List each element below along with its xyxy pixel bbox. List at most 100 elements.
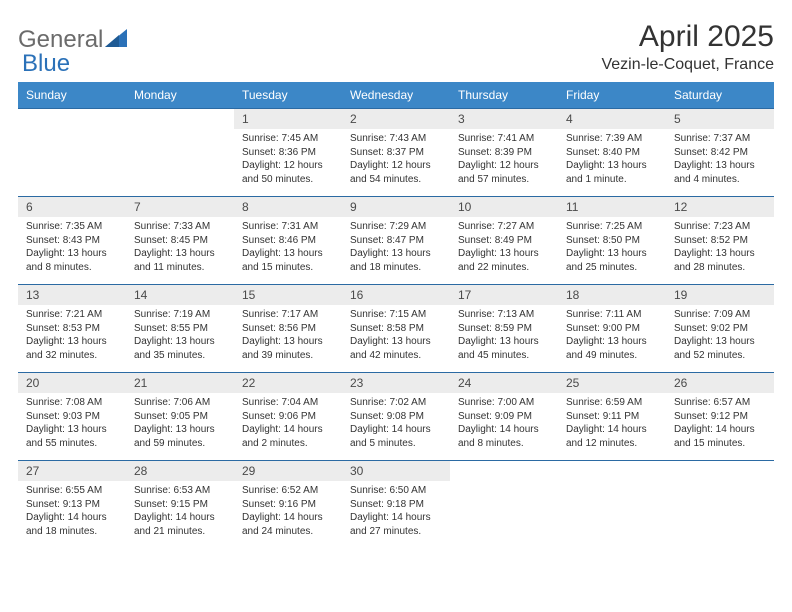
day-number-cell: 11 — [558, 197, 666, 218]
sunset-text: Sunset: 9:12 PM — [674, 410, 766, 424]
sunrise-text: Sunrise: 7:23 AM — [674, 220, 766, 234]
day-content-cell: Sunrise: 6:50 AMSunset: 9:18 PMDaylight:… — [342, 481, 450, 548]
sunset-text: Sunset: 8:55 PM — [134, 322, 226, 336]
day-number-cell: 20 — [18, 373, 126, 394]
day-content-cell: Sunrise: 7:19 AMSunset: 8:55 PMDaylight:… — [126, 305, 234, 373]
daylight-text: Daylight: 14 hours and 18 minutes. — [26, 511, 118, 538]
sunset-text: Sunset: 8:43 PM — [26, 234, 118, 248]
daylight-text: Daylight: 14 hours and 24 minutes. — [242, 511, 334, 538]
sunset-text: Sunset: 9:11 PM — [566, 410, 658, 424]
daylight-text: Daylight: 13 hours and 59 minutes. — [134, 423, 226, 450]
sunset-text: Sunset: 8:39 PM — [458, 146, 550, 160]
day-number-cell — [18, 109, 126, 130]
day-content-cell: Sunrise: 7:23 AMSunset: 8:52 PMDaylight:… — [666, 217, 774, 285]
weekday-header: Monday — [126, 82, 234, 109]
day-number-cell: 9 — [342, 197, 450, 218]
header: General April 2025 Vezin-le-Coquet, Fran… — [18, 20, 774, 74]
weekday-header: Saturday — [666, 82, 774, 109]
day-content-cell — [126, 129, 234, 197]
logo-triangle-icon — [105, 29, 127, 52]
sunset-text: Sunset: 9:13 PM — [26, 498, 118, 512]
day-number-cell: 15 — [234, 285, 342, 306]
sunrise-text: Sunrise: 7:15 AM — [350, 308, 442, 322]
sunrise-text: Sunrise: 6:57 AM — [674, 396, 766, 410]
day-content-cell — [450, 481, 558, 548]
daylight-text: Daylight: 13 hours and 28 minutes. — [674, 247, 766, 274]
sunrise-text: Sunrise: 6:59 AM — [566, 396, 658, 410]
sunrise-text: Sunrise: 6:52 AM — [242, 484, 334, 498]
daylight-text: Daylight: 12 hours and 54 minutes. — [350, 159, 442, 186]
daylight-text: Daylight: 13 hours and 15 minutes. — [242, 247, 334, 274]
sunrise-text: Sunrise: 7:13 AM — [458, 308, 550, 322]
daylight-text: Daylight: 13 hours and 25 minutes. — [566, 247, 658, 274]
day-number-cell: 28 — [126, 461, 234, 482]
day-number-cell: 13 — [18, 285, 126, 306]
day-number-cell: 3 — [450, 109, 558, 130]
day-number-cell — [450, 461, 558, 482]
daylight-text: Daylight: 13 hours and 1 minute. — [566, 159, 658, 186]
day-content-cell: Sunrise: 7:11 AMSunset: 9:00 PMDaylight:… — [558, 305, 666, 373]
sunset-text: Sunset: 8:56 PM — [242, 322, 334, 336]
sunset-text: Sunset: 8:58 PM — [350, 322, 442, 336]
daylight-text: Daylight: 14 hours and 2 minutes. — [242, 423, 334, 450]
sunset-text: Sunset: 9:02 PM — [674, 322, 766, 336]
day-number-cell — [126, 109, 234, 130]
day-content-cell: Sunrise: 7:13 AMSunset: 8:59 PMDaylight:… — [450, 305, 558, 373]
daylight-text: Daylight: 13 hours and 32 minutes. — [26, 335, 118, 362]
sunrise-text: Sunrise: 7:37 AM — [674, 132, 766, 146]
daylight-text: Daylight: 14 hours and 21 minutes. — [134, 511, 226, 538]
daylight-text: Daylight: 13 hours and 49 minutes. — [566, 335, 658, 362]
weekday-header: Thursday — [450, 82, 558, 109]
sunset-text: Sunset: 8:36 PM — [242, 146, 334, 160]
day-number-cell: 25 — [558, 373, 666, 394]
daylight-text: Daylight: 13 hours and 22 minutes. — [458, 247, 550, 274]
weekday-header: Sunday — [18, 82, 126, 109]
sunrise-text: Sunrise: 6:55 AM — [26, 484, 118, 498]
calendar-table: SundayMondayTuesdayWednesdayThursdayFrid… — [18, 82, 774, 548]
daylight-text: Daylight: 13 hours and 8 minutes. — [26, 247, 118, 274]
weekday-header: Tuesday — [234, 82, 342, 109]
day-content-cell: Sunrise: 7:00 AMSunset: 9:09 PMDaylight:… — [450, 393, 558, 461]
sunrise-text: Sunrise: 7:45 AM — [242, 132, 334, 146]
day-content-cell: Sunrise: 6:57 AMSunset: 9:12 PMDaylight:… — [666, 393, 774, 461]
day-number-cell: 24 — [450, 373, 558, 394]
sunrise-text: Sunrise: 7:06 AM — [134, 396, 226, 410]
day-content-cell: Sunrise: 7:04 AMSunset: 9:06 PMDaylight:… — [234, 393, 342, 461]
daylight-text: Daylight: 14 hours and 12 minutes. — [566, 423, 658, 450]
day-content-cell: Sunrise: 7:41 AMSunset: 8:39 PMDaylight:… — [450, 129, 558, 197]
daylight-text: Daylight: 14 hours and 27 minutes. — [350, 511, 442, 538]
sunrise-text: Sunrise: 7:11 AM — [566, 308, 658, 322]
sunrise-text: Sunrise: 6:53 AM — [134, 484, 226, 498]
sunset-text: Sunset: 9:08 PM — [350, 410, 442, 424]
sunset-text: Sunset: 8:47 PM — [350, 234, 442, 248]
daylight-text: Daylight: 13 hours and 11 minutes. — [134, 247, 226, 274]
day-number-cell: 16 — [342, 285, 450, 306]
day-content-cell: Sunrise: 7:45 AMSunset: 8:36 PMDaylight:… — [234, 129, 342, 197]
day-number-cell — [558, 461, 666, 482]
sunset-text: Sunset: 9:03 PM — [26, 410, 118, 424]
sunset-text: Sunset: 8:42 PM — [674, 146, 766, 160]
sunset-text: Sunset: 8:53 PM — [26, 322, 118, 336]
sunrise-text: Sunrise: 7:39 AM — [566, 132, 658, 146]
sunrise-text: Sunrise: 7:27 AM — [458, 220, 550, 234]
sunrise-text: Sunrise: 7:25 AM — [566, 220, 658, 234]
sunset-text: Sunset: 8:37 PM — [350, 146, 442, 160]
weekday-header: Friday — [558, 82, 666, 109]
sunset-text: Sunset: 9:00 PM — [566, 322, 658, 336]
day-number-cell: 27 — [18, 461, 126, 482]
day-number-cell: 7 — [126, 197, 234, 218]
day-content-cell: Sunrise: 7:35 AMSunset: 8:43 PMDaylight:… — [18, 217, 126, 285]
daylight-text: Daylight: 13 hours and 35 minutes. — [134, 335, 226, 362]
day-content-cell: Sunrise: 7:37 AMSunset: 8:42 PMDaylight:… — [666, 129, 774, 197]
daylight-text: Daylight: 12 hours and 57 minutes. — [458, 159, 550, 186]
day-content-cell: Sunrise: 6:59 AMSunset: 9:11 PMDaylight:… — [558, 393, 666, 461]
sunrise-text: Sunrise: 7:29 AM — [350, 220, 442, 234]
day-content-cell: Sunrise: 7:43 AMSunset: 8:37 PMDaylight:… — [342, 129, 450, 197]
day-number-cell — [666, 461, 774, 482]
day-content-cell — [558, 481, 666, 548]
daylight-text: Daylight: 13 hours and 4 minutes. — [674, 159, 766, 186]
day-number-cell: 29 — [234, 461, 342, 482]
day-content-cell: Sunrise: 7:15 AMSunset: 8:58 PMDaylight:… — [342, 305, 450, 373]
day-content-cell: Sunrise: 7:33 AMSunset: 8:45 PMDaylight:… — [126, 217, 234, 285]
sunrise-text: Sunrise: 7:09 AM — [674, 308, 766, 322]
